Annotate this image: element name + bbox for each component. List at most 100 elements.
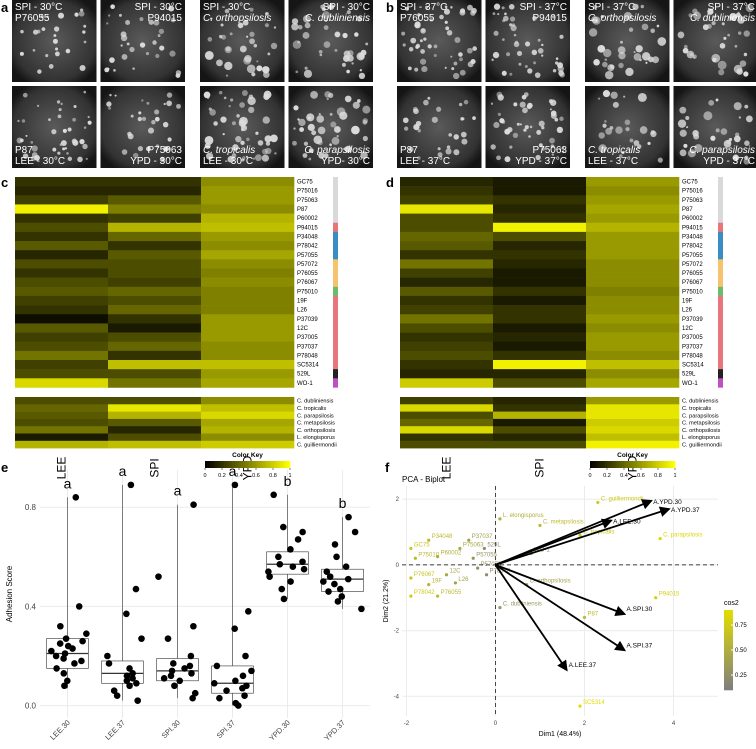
colony: [68, 128, 72, 132]
group-strip: [333, 305, 338, 314]
colony: [79, 139, 84, 144]
colony: [467, 48, 473, 54]
point: [472, 557, 475, 560]
colony: [533, 61, 536, 64]
point: [266, 573, 273, 580]
point: [232, 482, 239, 489]
photo-label: SPI - 30°C: [15, 2, 62, 13]
group-strip: [333, 351, 338, 360]
colony: [527, 68, 532, 73]
row-label: C. orthopsilosis: [297, 428, 335, 434]
colony: [52, 148, 56, 152]
heat-cell: [15, 269, 108, 278]
colony: [642, 24, 649, 31]
colony: [63, 129, 67, 133]
colony: [555, 61, 558, 64]
colony: [295, 71, 298, 74]
colony: [17, 120, 19, 122]
colony: [448, 133, 452, 137]
colony: [615, 126, 622, 133]
colony: [324, 25, 329, 30]
colony: [421, 28, 425, 32]
colony: [420, 49, 425, 54]
colony: [205, 51, 214, 60]
colony: [641, 5, 644, 8]
colony: [528, 135, 531, 138]
point: [445, 573, 448, 576]
colony: [517, 123, 520, 126]
point: [114, 692, 121, 699]
point: [352, 529, 359, 536]
group-strip: [333, 323, 338, 332]
colony: [414, 68, 418, 72]
colorbar-step: [209, 461, 211, 468]
colony: [334, 126, 341, 133]
heat-cell: [400, 369, 493, 378]
x-tick-label: -2: [404, 721, 410, 727]
row-label: C. parapsilosis: [682, 413, 719, 419]
point-label: P87: [587, 611, 598, 617]
group-strip: [333, 287, 338, 296]
colony: [720, 43, 726, 49]
colony: [49, 64, 54, 69]
colony: [550, 108, 552, 110]
colorbar-step: [224, 461, 226, 468]
point: [327, 573, 334, 580]
row-label: 12C: [297, 326, 309, 332]
colony: [253, 157, 255, 159]
group-strip: [718, 250, 723, 259]
heat-cell: [586, 412, 679, 420]
heat-cell: [201, 223, 294, 232]
heat-cell: [201, 214, 294, 223]
colony: [241, 128, 244, 131]
heat-cell: [400, 177, 493, 186]
colony: [711, 54, 720, 63]
row-label: P87: [682, 207, 693, 213]
heat-cell: [586, 204, 679, 213]
heat-cell: [108, 426, 201, 434]
heat-cell: [201, 404, 294, 412]
heat-cell: [400, 397, 493, 405]
row-label: GC75: [297, 180, 313, 186]
colorbar-step: [260, 461, 262, 468]
photo-label: P87: [400, 145, 418, 156]
colony: [51, 129, 56, 134]
heat-cell: [493, 269, 586, 278]
colony: [459, 103, 462, 106]
row-label: WO-1: [682, 381, 698, 387]
colony: [401, 32, 405, 36]
row-label: P78048: [682, 353, 703, 359]
colony: [119, 14, 122, 17]
colony: [536, 130, 541, 135]
point: [409, 594, 412, 597]
colony: [679, 107, 686, 114]
photo: SPI - 30°CC. dubliniensis: [289, 0, 374, 82]
colony: [121, 35, 127, 41]
heat-cell: [400, 412, 493, 420]
colorbar-step: [211, 461, 213, 468]
colony: [304, 70, 312, 78]
photo-label: P76055: [15, 13, 50, 24]
heat-cell: [493, 397, 586, 405]
colony: [298, 25, 303, 30]
heat-cell: [493, 333, 586, 342]
colony: [451, 67, 454, 70]
group-strip: [333, 342, 338, 351]
colony: [20, 52, 24, 56]
point: [578, 705, 581, 708]
colony: [447, 145, 451, 149]
point: [270, 492, 277, 499]
row-label: P75010: [682, 289, 703, 295]
colony: [159, 45, 164, 50]
heat-cell: [201, 397, 294, 405]
point: [498, 606, 501, 609]
y-tick-label: 0.4: [25, 602, 37, 611]
colony: [707, 24, 712, 29]
point: [239, 685, 246, 692]
colony: [274, 152, 276, 154]
colony: [351, 126, 360, 135]
y-tick-label: 0.8: [25, 503, 37, 512]
colony: [496, 92, 502, 98]
colony: [247, 65, 256, 74]
